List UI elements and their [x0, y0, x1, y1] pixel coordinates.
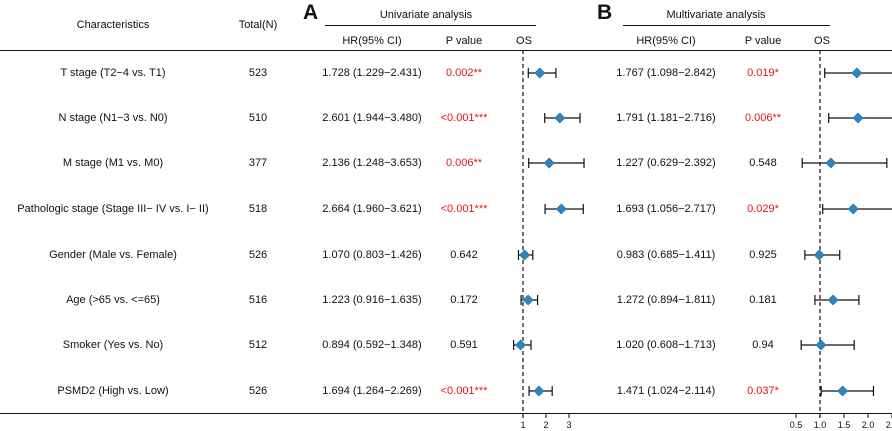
multivariate-hr-ci: 1.471 (1.024−2.114): [616, 385, 716, 397]
multivariate-hr-ci: 1.020 (0.608−1.713): [616, 339, 716, 351]
univariate-hr-ci: 1.728 (1.229−2.431): [322, 67, 422, 79]
multivariate-header-rule: [623, 25, 830, 26]
characteristic-label: N stage (N1−3 vs. N0): [58, 112, 168, 124]
total-n-value: 526: [248, 249, 268, 261]
multivariate-hr-point: [827, 294, 839, 306]
univariate-hr-point: [543, 157, 555, 169]
univariate-hr-point: [534, 67, 546, 79]
univariate-p-value: <0.001***: [440, 385, 488, 397]
multivariate-hr-ci: 1.693 (1.056−2.717): [616, 203, 716, 215]
header-multivariate: Multivariate analysis: [666, 9, 766, 21]
characteristic-label: PSMD2 (High vs. Low): [57, 385, 169, 397]
univariate-p-value: <0.001***: [440, 112, 488, 124]
multivariate-p-value: 0.548: [749, 157, 777, 169]
univariate-p-value: <0.001***: [440, 203, 488, 215]
multivariate-p-value: 0.925: [749, 249, 777, 261]
header-os-multivariate: OS: [814, 35, 830, 47]
table-bottom-rule: [0, 413, 892, 414]
univariate-tick-label: 3: [566, 420, 571, 430]
univariate-hr-point: [555, 203, 567, 215]
univariate-hr-ci: 2.664 (1.960−3.621): [322, 203, 422, 215]
header-univariate: Univariate analysis: [379, 9, 473, 21]
multivariate-p-value: 0.006**: [744, 112, 782, 124]
total-n-value: 377: [248, 157, 268, 169]
multivariate-hr-point: [815, 339, 827, 351]
univariate-hr-ci: 1.070 (0.803−1.426): [322, 249, 422, 261]
total-n-value: 510: [248, 112, 268, 124]
univariate-hr-ci: 1.694 (1.264−2.269): [322, 385, 422, 397]
univariate-hr-point: [533, 385, 545, 397]
header-total: Total(N): [238, 19, 278, 31]
total-n-value: 516: [248, 294, 268, 306]
multivariate-tick-label: 2.0: [862, 420, 875, 430]
header-pvalue-univariate: P value: [445, 35, 483, 47]
univariate-hr-point: [522, 294, 534, 306]
multivariate-hr-ci: 1.227 (0.629−2.392): [616, 157, 716, 169]
multivariate-hr-ci: 0.983 (0.685−1.411): [616, 249, 716, 261]
multivariate-hr-ci: 1.272 (0.894−1.811): [616, 294, 716, 306]
multivariate-p-value: 0.94: [752, 339, 774, 351]
characteristic-label: Smoker (Yes vs. No): [62, 339, 164, 351]
univariate-tick-label: 2: [543, 420, 548, 430]
univariate-hr-point: [515, 339, 526, 351]
characteristic-label: M stage (M1 vs. M0): [62, 157, 164, 169]
multivariate-p-value: 0.029*: [747, 203, 779, 215]
multivariate-tick-label: 0.5: [790, 420, 803, 430]
univariate-hr-point: [519, 249, 531, 261]
total-n-value: 512: [248, 339, 268, 351]
univariate-p-value: 0.002**: [445, 67, 483, 79]
header-hr-multivariate: HR(95% CI): [636, 35, 696, 47]
multivariate-hr-ci: 1.791 (1.181−2.716): [616, 112, 716, 124]
univariate-p-value: 0.172: [450, 294, 478, 306]
header-os-univariate: OS: [516, 35, 532, 47]
total-n-value: 523: [248, 67, 268, 79]
total-n-value: 526: [248, 385, 268, 397]
univariate-hr-ci: 2.601 (1.944−3.480): [322, 112, 422, 124]
header-hr-univariate: HR(95% CI): [342, 35, 402, 47]
characteristic-label: Pathologic stage (Stage III− IV vs. I− I…: [17, 203, 209, 215]
multivariate-hr-point: [852, 112, 864, 124]
univariate-hr-ci: 1.223 (0.916−1.635): [322, 294, 422, 306]
univariate-hr-point: [554, 112, 566, 124]
multivariate-hr-point: [825, 157, 837, 169]
multivariate-tick-label: 2.5: [886, 420, 892, 430]
multivariate-p-value: 0.181: [749, 294, 777, 306]
univariate-p-value: 0.006**: [445, 157, 483, 169]
univariate-p-value: 0.591: [450, 339, 478, 351]
multivariate-hr-point: [837, 385, 849, 397]
characteristic-label: Gender (Male vs. Female): [49, 249, 177, 261]
header-pvalue-multivariate: P value: [744, 35, 782, 47]
characteristic-label: Age (>65 vs. <=65): [66, 294, 160, 306]
characteristic-label: T stage (T2−4 vs. T1): [60, 67, 166, 79]
multivariate-p-value: 0.037*: [747, 385, 779, 397]
panel-label-b: B: [597, 1, 613, 24]
multivariate-hr-ci: 1.767 (1.098−2.842): [616, 67, 716, 79]
multivariate-hr-point: [813, 249, 825, 261]
multivariate-p-value: 0.019*: [747, 67, 779, 79]
multivariate-hr-point: [851, 67, 863, 79]
univariate-p-value: 0.642: [450, 249, 478, 261]
multivariate-tick-label: 1.5: [838, 420, 851, 430]
univariate-header-rule: [325, 25, 536, 26]
total-n-value: 518: [248, 203, 268, 215]
header-characteristics: Characteristics: [76, 19, 150, 31]
univariate-hr-ci: 0.894 (0.592−1.348): [322, 339, 422, 351]
panel-label-a: A: [303, 1, 319, 24]
multivariate-tick-label: 1.0: [814, 420, 827, 430]
table-top-rule: [0, 50, 892, 51]
multivariate-hr-point: [847, 203, 859, 215]
univariate-tick-label: 1: [520, 420, 525, 430]
univariate-hr-ci: 2.136 (1.248−3.653): [322, 157, 422, 169]
